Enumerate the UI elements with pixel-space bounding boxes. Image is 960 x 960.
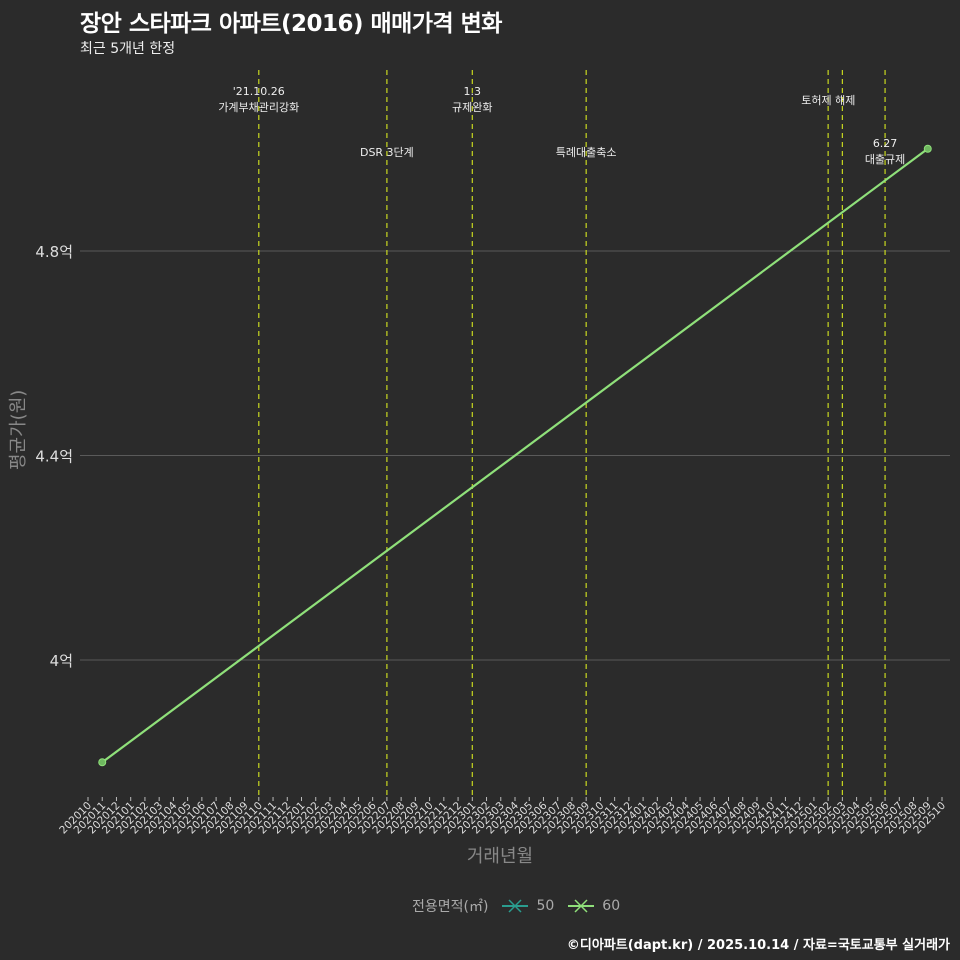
x-axis-label: 거래년월 xyxy=(466,846,534,867)
legend: 전용면적(㎡) 50 60 xyxy=(412,896,626,916)
event-label: DSR 3단계 xyxy=(360,146,414,159)
series-line-60 xyxy=(101,147,929,764)
event-label: 1.3 xyxy=(464,85,482,98)
event-label: 토허제 해제 xyxy=(801,93,855,107)
y-tick-label: 4억 xyxy=(50,652,73,670)
event-label: 6.27 xyxy=(873,137,898,150)
event-label: 규제완화 xyxy=(452,101,492,114)
y-tick-label: 4.4억 xyxy=(35,448,73,466)
chart-subtitle: 최근 5개년 한정 xyxy=(80,41,176,57)
event-label: 대출규제 xyxy=(865,153,905,166)
legend-title: 전용면적(㎡) xyxy=(412,899,489,915)
event-label: 특례대출축소 xyxy=(556,146,617,159)
legend-label-60: 60 xyxy=(602,898,621,914)
data-point xyxy=(98,758,107,767)
event-label: 가계부채관리강화 xyxy=(218,101,299,114)
source-caption: ©디아파트(dapt.kr) / 2025.10.14 / 자료=국토교통부 실… xyxy=(566,938,950,953)
legend-key-50-icon xyxy=(502,899,529,913)
legend-key-60-icon xyxy=(568,899,595,913)
event-label: '21.10.26 xyxy=(233,85,285,98)
y-tick-label: 4.8억 xyxy=(35,243,73,261)
chart-title: 장안 스타파크 아파트(2016) 매매가격 변화 xyxy=(80,11,502,37)
y-axis-label: 평균가(원) xyxy=(8,389,29,470)
legend-label-50: 50 xyxy=(536,898,555,914)
data-point xyxy=(923,144,932,153)
